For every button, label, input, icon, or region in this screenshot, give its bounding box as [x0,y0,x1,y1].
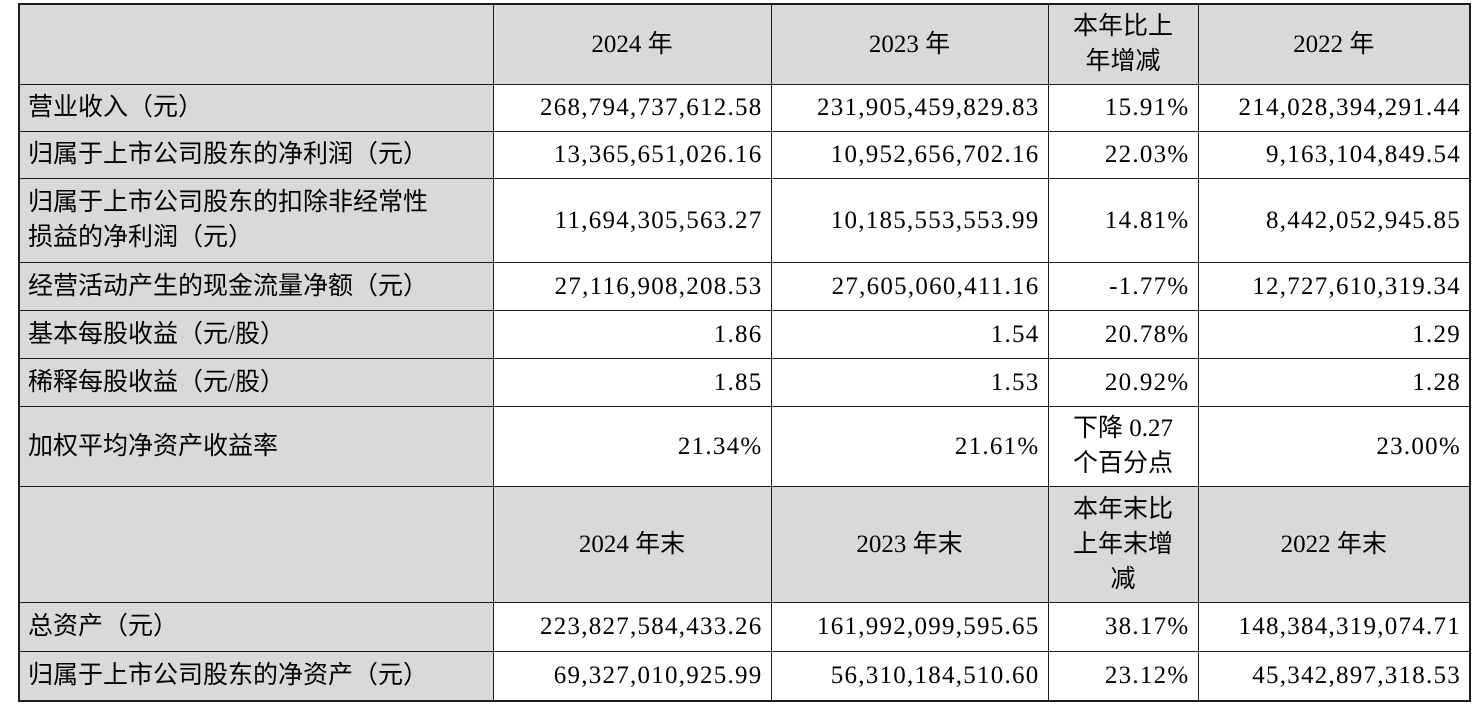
cell-2022: 23.00% [1197,405,1471,487]
cell-2024: 21.34% [492,405,772,487]
cell-2023: 1.54 [770,309,1049,359]
row-label: 归属于上市公司股东的扣除非经常性 损益的净利润（元） [18,177,494,263]
table-row-basic-eps: 基本每股收益（元/股） 1.86 1.54 20.78% 1.29 [18,309,1471,359]
cell-2022: 148,384,319,074.71 [1197,601,1471,652]
row-label: 经营活动产生的现金流量净额（元） [18,261,494,311]
cell-2022: 12,727,610,319.34 [1197,261,1471,311]
cell-change: 20.92% [1047,357,1199,407]
row-label: 基本每股收益（元/股） [18,309,494,359]
table-row-net-assets: 归属于上市公司股东的净资产（元） 69,327,010,925.99 56,31… [18,650,1471,702]
cell-2022: 9,163,104,849.54 [1197,130,1471,179]
cell-change: 20.78% [1047,309,1199,359]
row-label: 归属于上市公司股东的净资产（元） [18,650,494,702]
header-row-year-end: 2024 年末 2023 年末 本年末比 上年末增 减 2022 年末 [18,485,1471,603]
row-label: 加权平均净资产收益率 [18,405,494,487]
cell-change: 15.91% [1047,83,1199,132]
cell-change: 14.81% [1047,177,1199,263]
cell-2022: 8,442,052,945.85 [1197,177,1471,263]
table-row-revenue: 营业收入（元） 268,794,737,612.58 231,905,459,8… [18,83,1471,132]
header-yoy-change: 本年比上 年增减 [1047,3,1199,85]
header-2022-end: 2022 年末 [1197,485,1471,603]
cell-2022: 1.29 [1197,309,1471,359]
cell-2024: 69,327,010,925.99 [492,650,772,702]
cell-change: 下降 0.27 个百分点 [1047,405,1199,487]
row-label: 归属于上市公司股东的净利润（元） [18,130,494,179]
cell-2024: 268,794,737,612.58 [492,83,772,132]
cell-2023: 21.61% [770,405,1049,487]
cell-2023: 161,992,099,595.65 [770,601,1049,652]
header-2023: 2023 年 [770,3,1049,85]
cell-2024: 27,116,908,208.53 [492,261,772,311]
cell-2024: 223,827,584,433.26 [492,601,772,652]
row-label: 总资产（元） [18,601,494,652]
table-row-net-profit: 归属于上市公司股东的净利润（元） 13,365,651,026.16 10,95… [18,130,1471,179]
table-row-deducted-net-profit: 归属于上市公司股东的扣除非经常性 损益的净利润（元） 11,694,305,56… [18,177,1471,263]
header-row-annual: 2024 年 2023 年 本年比上 年增减 2022 年 [18,3,1471,85]
row-label: 营业收入（元） [18,83,494,132]
header-2023-end: 2023 年末 [770,485,1049,603]
table-row-weighted-avg-roe: 加权平均净资产收益率 21.34% 21.61% 下降 0.27 个百分点 23… [18,405,1471,487]
cell-change: 22.03% [1047,130,1199,179]
cell-2023: 1.53 [770,357,1049,407]
header-2022: 2022 年 [1197,3,1471,85]
header-year-end-change: 本年末比 上年末增 减 [1047,485,1199,603]
row-label: 稀释每股收益（元/股） [18,357,494,407]
cell-2024: 13,365,651,026.16 [492,130,772,179]
table-row-total-assets: 总资产（元） 223,827,584,433.26 161,992,099,59… [18,601,1471,652]
cell-2023: 231,905,459,829.83 [770,83,1049,132]
cell-2023: 56,310,184,510.60 [770,650,1049,702]
header-2024-end: 2024 年末 [492,485,772,603]
financial-summary-table: 2024 年 2023 年 本年比上 年增减 2022 年 营业收入（元） 26… [18,3,1471,702]
cell-2022: 214,028,394,291.44 [1197,83,1471,132]
table-row-diluted-eps: 稀释每股收益（元/股） 1.85 1.53 20.92% 1.28 [18,357,1471,407]
cell-2022: 1.28 [1197,357,1471,407]
table-row-operating-cash-flow: 经营活动产生的现金流量净额（元） 27,116,908,208.53 27,60… [18,261,1471,311]
cell-2023: 10,185,553,553.99 [770,177,1049,263]
cell-change: 23.12% [1047,650,1199,702]
header-2024: 2024 年 [492,3,772,85]
cell-2024: 1.85 [492,357,772,407]
cell-2024: 11,694,305,563.27 [492,177,772,263]
cell-2022: 45,342,897,318.53 [1197,650,1471,702]
cell-change: 38.17% [1047,601,1199,652]
header-blank-cell [18,3,494,85]
cell-2023: 27,605,060,411.16 [770,261,1049,311]
cell-2024: 1.86 [492,309,772,359]
header-blank-cell [18,485,494,603]
cell-2023: 10,952,656,702.16 [770,130,1049,179]
cell-change: -1.77% [1047,261,1199,311]
